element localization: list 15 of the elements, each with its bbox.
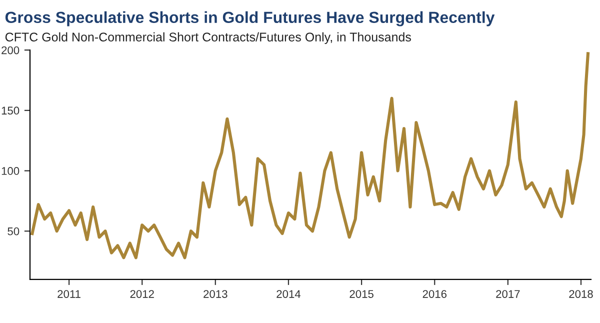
y-tick-label: 200 xyxy=(2,46,20,54)
x-tick-label: 2012 xyxy=(130,290,154,298)
y-tick-label: 150 xyxy=(2,106,20,115)
x-tick-label: 2018 xyxy=(569,290,593,298)
y-tick-label: 50 xyxy=(8,227,20,236)
chart-subtitle: CFTC Gold Non-Commercial Short Contracts/Futures Only, in Thousands xyxy=(5,32,411,44)
x-tick-label: 2011 xyxy=(58,290,80,298)
y-tick-label: 100 xyxy=(2,167,20,175)
x-tick-label: 2016 xyxy=(422,290,447,298)
line-series xyxy=(30,52,590,260)
x-tick-label: 2015 xyxy=(350,290,374,298)
x-tick-label: 2017 xyxy=(496,290,520,298)
x-tick-label: 2014 xyxy=(276,290,301,298)
x-tick-label: 2013 xyxy=(204,290,228,298)
chart-title: Gross Speculative Shorts in Gold Futures Have Surged Recently xyxy=(5,11,495,26)
